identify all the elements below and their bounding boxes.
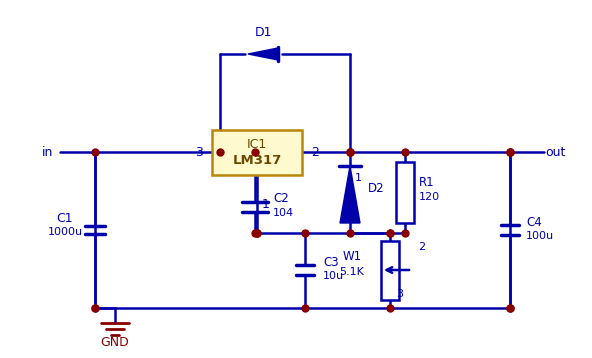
Text: R1: R1 xyxy=(419,175,435,189)
Text: 2: 2 xyxy=(311,145,319,159)
Text: 120: 120 xyxy=(419,192,440,202)
Text: 1: 1 xyxy=(355,173,362,183)
Text: D1: D1 xyxy=(254,25,272,39)
Text: 104: 104 xyxy=(273,208,294,218)
Text: 3: 3 xyxy=(195,145,203,159)
Bar xyxy=(212,130,302,175)
Text: out: out xyxy=(545,145,565,159)
Text: 3: 3 xyxy=(396,289,403,299)
Text: LM317: LM317 xyxy=(233,154,282,166)
Text: 5.1K: 5.1K xyxy=(340,267,365,277)
Polygon shape xyxy=(248,48,278,60)
Text: 2: 2 xyxy=(418,242,425,252)
Text: W1: W1 xyxy=(342,250,362,262)
Text: 1000u: 1000u xyxy=(47,227,82,237)
Text: C2: C2 xyxy=(273,193,289,205)
Text: D2: D2 xyxy=(368,182,385,194)
Text: in: in xyxy=(42,145,54,159)
Text: C1: C1 xyxy=(57,212,73,224)
Bar xyxy=(381,241,399,300)
Text: GND: GND xyxy=(101,337,130,349)
Bar xyxy=(396,162,414,223)
Text: 10u: 10u xyxy=(323,271,344,281)
Text: 1: 1 xyxy=(262,198,270,211)
Text: C3: C3 xyxy=(323,256,339,268)
Text: IC1: IC1 xyxy=(247,137,267,150)
Polygon shape xyxy=(340,166,360,223)
Text: C4: C4 xyxy=(526,216,542,228)
Text: 100u: 100u xyxy=(526,231,554,241)
